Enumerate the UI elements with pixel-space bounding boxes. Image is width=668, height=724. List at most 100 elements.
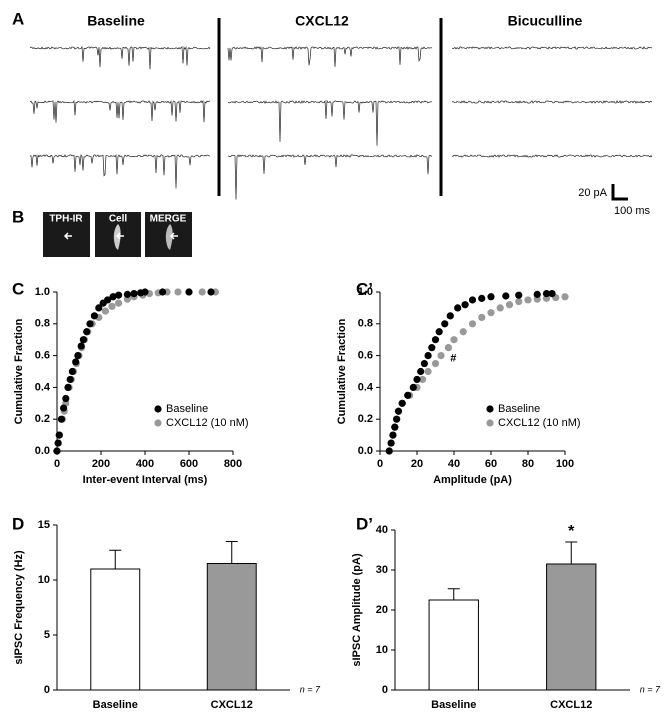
data-point xyxy=(141,288,149,296)
data-point xyxy=(420,359,428,368)
x-tick-label: 20 xyxy=(411,458,423,470)
scale-label: 20 pA xyxy=(578,187,607,199)
data-point xyxy=(62,394,70,403)
y-tick-label: 0.2 xyxy=(35,413,50,425)
data-point xyxy=(109,293,117,301)
panel-label: D’ xyxy=(356,514,373,533)
data-point xyxy=(398,399,406,407)
data-point xyxy=(207,288,215,296)
trace xyxy=(451,154,653,158)
data-point xyxy=(393,415,401,423)
data-point xyxy=(431,336,440,344)
data-point xyxy=(533,290,541,298)
data-point xyxy=(57,415,65,423)
legend-label: CXCL12 (10 nM) xyxy=(166,417,249,429)
note: n = 7 xyxy=(300,684,321,694)
scale-bar xyxy=(611,184,628,201)
data-point xyxy=(79,336,87,344)
data-point xyxy=(123,290,131,298)
data-point xyxy=(441,320,449,328)
error-bar xyxy=(565,541,578,564)
data-point xyxy=(424,367,432,376)
data-point xyxy=(53,447,61,455)
data-point xyxy=(115,291,123,299)
x-tick-label: 200 xyxy=(92,458,110,470)
x-tick-label: CXCL12 xyxy=(211,699,253,711)
trace xyxy=(227,46,433,67)
data-point xyxy=(404,391,412,399)
y-tick-label: 30 xyxy=(376,564,388,576)
y-tick-label: 1.0 xyxy=(358,286,373,298)
y-tick-label: 0.2 xyxy=(358,413,373,425)
data-point xyxy=(478,294,486,302)
data-point xyxy=(459,328,467,336)
data-point xyxy=(515,291,523,299)
x-tick-label: 100 xyxy=(556,458,574,470)
data-point xyxy=(444,344,453,352)
condition-label: CXCL12 xyxy=(295,13,349,29)
data-point xyxy=(502,292,510,300)
y-tick-label: 10 xyxy=(38,574,50,586)
data-point xyxy=(424,352,432,360)
error-bar xyxy=(225,541,238,564)
data-point xyxy=(198,288,206,296)
data-point xyxy=(130,289,138,298)
bar xyxy=(90,568,141,691)
data-point xyxy=(394,407,403,415)
arrow xyxy=(63,232,178,240)
y-tick-label: 0.6 xyxy=(35,350,50,362)
panel-label: C’ xyxy=(356,279,373,298)
x-tick-label: 800 xyxy=(224,458,242,470)
data-point xyxy=(468,320,477,328)
legend-marker xyxy=(486,419,494,427)
legend-label: Baseline xyxy=(166,403,208,415)
data-point xyxy=(391,423,399,431)
legend-marker xyxy=(154,405,162,413)
x-tick-label: Baseline xyxy=(431,699,476,711)
y-tick-label: 1.0 xyxy=(35,286,50,298)
y-axis-label: sIPSC Amplitude (pA) xyxy=(351,553,363,667)
x-tick-label: 400 xyxy=(136,458,154,470)
image-label: MERGE xyxy=(150,214,187,225)
data-point xyxy=(60,404,68,412)
error-bar xyxy=(109,549,122,569)
x-tick-label: Baseline xyxy=(93,699,138,711)
x-tick-label: 0 xyxy=(54,458,60,470)
data-point xyxy=(104,296,112,304)
y-tick-label: 0.6 xyxy=(358,350,373,362)
data-point xyxy=(468,296,477,304)
y-tick-label: 0 xyxy=(44,684,50,696)
trace xyxy=(29,45,211,70)
y-tick-label: 0.0 xyxy=(358,445,373,457)
image-label: TPH-IR xyxy=(49,214,83,225)
bar xyxy=(206,563,257,691)
panel-label: C xyxy=(12,279,24,298)
data-point xyxy=(77,342,85,350)
y-tick-label: 0.4 xyxy=(358,381,374,393)
data-point xyxy=(515,297,523,306)
y-tick-label: 20 xyxy=(376,604,388,616)
trace xyxy=(227,154,433,200)
data-point xyxy=(505,301,514,309)
y-tick-label: 5 xyxy=(44,629,50,641)
x-tick-label: 600 xyxy=(180,458,198,470)
data-point xyxy=(413,375,421,384)
data-point xyxy=(115,299,123,307)
y-tick-label: 0.8 xyxy=(35,318,50,330)
data-point xyxy=(450,336,458,344)
error-bar xyxy=(447,588,460,600)
annotation: # xyxy=(450,353,456,365)
data-point xyxy=(461,301,469,309)
y-axis-label: sIPSC Frequency (Hz) xyxy=(13,550,25,665)
trace xyxy=(451,46,653,50)
bar xyxy=(428,599,479,691)
x-tick-label: 40 xyxy=(448,458,460,470)
data-point xyxy=(55,431,63,439)
trace xyxy=(451,100,653,104)
data-point xyxy=(496,304,504,312)
data-point xyxy=(174,288,182,296)
y-tick-label: 0.4 xyxy=(35,381,51,393)
annotation: * xyxy=(568,523,575,540)
data-point xyxy=(86,320,94,328)
